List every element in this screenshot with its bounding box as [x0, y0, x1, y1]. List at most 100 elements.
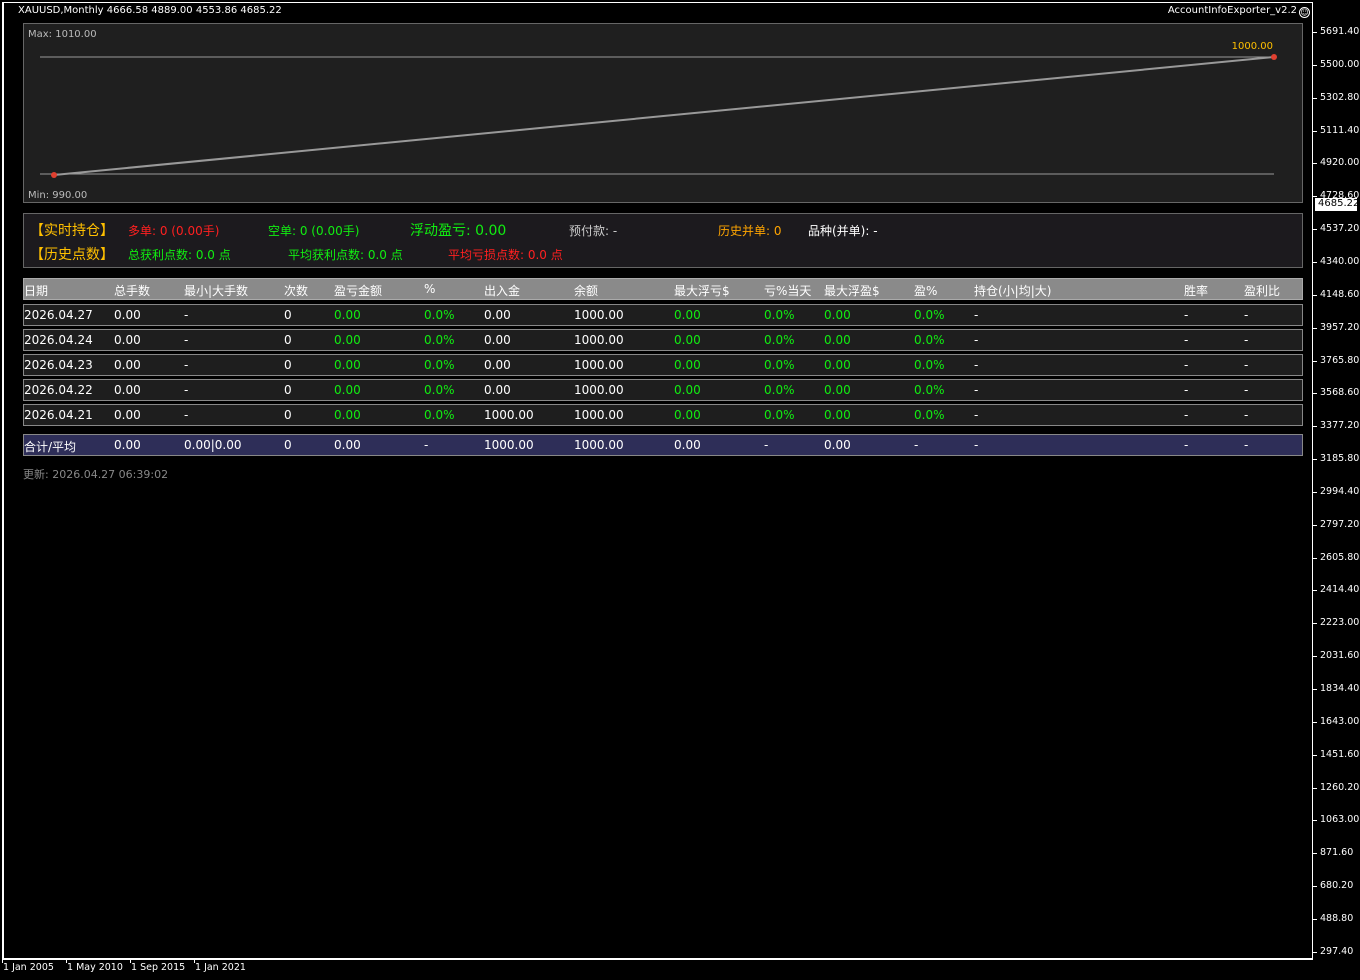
price-tick: 3185.80 — [1313, 453, 1359, 464]
cell: - — [1184, 408, 1189, 422]
cell: 0.00 — [674, 333, 701, 347]
avg-loss-points: 平均亏损点数: 0.0 点 — [448, 248, 563, 262]
price-tick: 3377.20 — [1313, 420, 1359, 431]
cell: 0.0% — [764, 383, 795, 397]
cell: - — [1244, 333, 1249, 347]
cell: % — [424, 282, 436, 296]
price-tick: 2994.40 — [1313, 486, 1359, 497]
cell: - — [1184, 308, 1189, 322]
cell: 1000.00 — [574, 383, 624, 397]
cell: 2026.04.24 — [24, 333, 93, 347]
info-panel: 【实时持仓】 多单: 0 (0.00手) 空单: 0 (0.00手) 浮动盈亏:… — [23, 213, 1303, 268]
cell: - — [1184, 438, 1189, 452]
cell: 0.00 — [824, 358, 851, 372]
cell: 盈% — [914, 284, 938, 298]
equity-chart-panel: Max: 1010.00 Min: 990.00 1000.00 — [23, 23, 1303, 203]
cell: - — [184, 333, 189, 347]
cell: 0.00 — [674, 438, 701, 452]
table-row: 2026.04.23 0.00 - 0 0.00 0.0% 0.00 1000.00 0.00 0… — [23, 354, 1303, 376]
cell: 2026.04.23 — [24, 358, 93, 372]
equity-line — [53, 56, 1275, 176]
cell: 0.0% — [424, 333, 455, 347]
cell: 胜率 — [1184, 284, 1209, 298]
cell: 0.0% — [914, 408, 945, 422]
price-tick: 3765.80 — [1313, 355, 1359, 366]
symbol-info: XAUUSD,Monthly 4666.58 4889.00 4553.86 4… — [18, 5, 282, 16]
cell: - — [974, 333, 979, 347]
cell: 1000.00 — [574, 308, 624, 322]
cell: - — [1184, 333, 1189, 347]
chart-window — [2, 2, 1313, 960]
price-tick: 4537.20 — [1313, 223, 1359, 234]
cell: 0.00 — [824, 438, 851, 452]
price-tick: 5500.00 — [1313, 59, 1359, 70]
price-tick: 2031.60 — [1313, 650, 1359, 661]
realtime-heading: 【实时持仓】 — [30, 223, 114, 239]
cell: 0.00 — [334, 358, 361, 372]
cell: 盈亏金额 — [334, 284, 383, 298]
price-axis[interactable]: 5691.40 5500.00 5302.80 5111.40 4920.00 4728.… — [1313, 0, 1360, 960]
cell: 0 — [284, 333, 292, 347]
cell: 0.0% — [764, 358, 795, 372]
cell: 0.0% — [424, 383, 455, 397]
cell: 次数 — [284, 284, 309, 298]
cell: 0.0% — [764, 308, 795, 322]
price-tick: 2223.00 — [1313, 617, 1359, 628]
price-tick: 297.40 — [1313, 946, 1353, 957]
price-tick: 488.80 — [1313, 913, 1353, 924]
cell: - — [184, 358, 189, 372]
history-heading: 【历史点数】 — [30, 247, 114, 263]
cell: 0.00 — [334, 333, 361, 347]
cell: - — [974, 438, 979, 452]
ea-name: AccountInfoExporter_v2.2 — [1167, 5, 1297, 16]
cell: 0.0% — [424, 408, 455, 422]
cell: 总手数 — [114, 284, 151, 298]
cell: 0.0% — [914, 333, 945, 347]
cell: 1000.00 — [574, 358, 624, 372]
price-tick: 2605.80 — [1313, 552, 1359, 563]
price-tick: 4728.60 — [1313, 190, 1359, 201]
floating-pnl: 浮动盈亏: 0.00 — [410, 223, 507, 239]
cell: 0 — [284, 383, 292, 397]
ea-label[interactable]: AccountInfoExporter_v2.2 ☺ — [1168, 5, 1310, 18]
cell: 1000.00 — [484, 438, 534, 452]
cell: - — [184, 308, 189, 322]
cell: 0.00 — [674, 408, 701, 422]
table-row: 2026.04.21 0.00 - 0 0.00 0.0% 1000.00 1000.00 0.… — [23, 404, 1303, 426]
cell: - — [184, 383, 189, 397]
cell: 1000.00 — [574, 333, 624, 347]
time-tick: 1 Jan 2021 — [194, 959, 246, 973]
cell: 0.0% — [764, 408, 795, 422]
cell: 0 — [284, 308, 292, 322]
min-label: Min: 990.00 — [28, 190, 88, 201]
cell: - — [1184, 358, 1189, 372]
cell: 最小|大手数 — [184, 284, 249, 298]
price-tick: 5302.80 — [1313, 92, 1359, 103]
price-tick: 680.20 — [1313, 880, 1353, 891]
price-tick: 1834.40 — [1313, 683, 1359, 694]
price-tick: 4148.60 — [1313, 289, 1359, 300]
cell: - — [974, 408, 979, 422]
prepaid: 预付款: - — [569, 224, 618, 238]
hist-merged: 历史并单: 0 — [718, 224, 782, 238]
smiley-icon: ☺ — [1299, 7, 1310, 18]
cell: - — [1244, 308, 1249, 322]
cell: 0.00 — [114, 333, 141, 347]
cell: 合计/平均 — [24, 440, 77, 454]
cell: 0 — [284, 408, 292, 422]
table-row: 2026.04.27 0.00 - 0 0.00 0.0% 0.00 1000.00 0.00 0… — [23, 304, 1303, 326]
cell: 0.00 — [114, 308, 141, 322]
cell: - — [1184, 383, 1189, 397]
last-value-label: 1000.00 — [1231, 41, 1273, 52]
symbol-merged: 品种(并单): - — [808, 224, 878, 238]
price-tick: 1063.00 — [1313, 814, 1359, 825]
cell: - — [1244, 408, 1249, 422]
cell: 0.00 — [114, 408, 141, 422]
cell: - — [764, 438, 769, 452]
total-profit-points: 总获利点数: 0.0 点 — [128, 248, 231, 262]
time-tick: 1 Jan 2005 — [2, 959, 54, 973]
cell: 0.00 — [824, 333, 851, 347]
cell: 亏%当天 — [764, 284, 812, 298]
end-point — [1271, 54, 1277, 60]
cell: 0.00 — [484, 383, 511, 397]
